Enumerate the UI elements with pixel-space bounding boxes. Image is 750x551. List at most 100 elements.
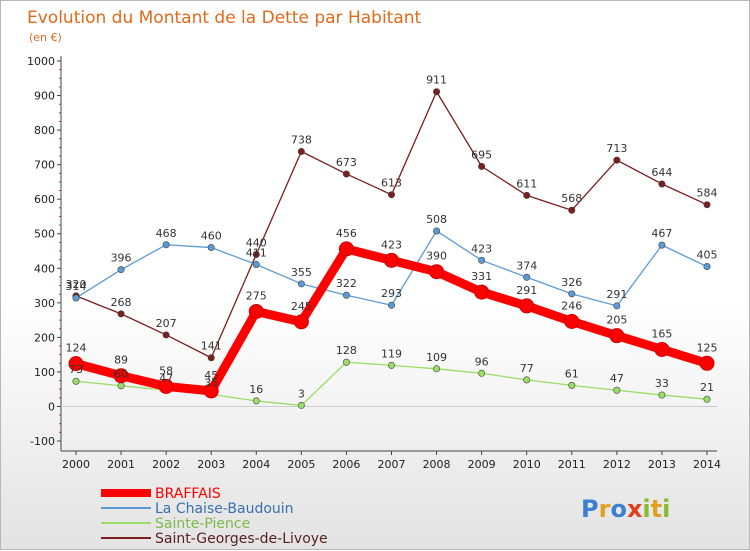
series-point-2 <box>117 382 125 390</box>
series-point-3 <box>387 191 395 199</box>
data-label-3: 141 <box>201 340 222 353</box>
data-label-3: 611 <box>516 177 537 190</box>
series-point-0 <box>474 284 490 300</box>
data-label-0: 125 <box>697 341 718 354</box>
series-point-0 <box>519 298 535 314</box>
data-label-2: 109 <box>426 351 447 364</box>
data-label-2: 33 <box>655 377 669 390</box>
series-point-2 <box>252 397 260 405</box>
data-label-1: 355 <box>291 266 312 279</box>
data-label-0: 245 <box>291 300 312 313</box>
series-point-3 <box>568 206 576 214</box>
data-label-0: 390 <box>426 250 447 263</box>
logo-letter: P <box>581 495 599 523</box>
axes: -100 0 100 200 300 400 500 600 700 800 900 1000 2000… <box>27 55 721 471</box>
legend-label-0: BRAFFAIS <box>155 486 221 502</box>
series-point-3 <box>252 250 260 258</box>
y-tick-label: 100 <box>34 366 55 379</box>
data-label-0: 423 <box>381 238 402 251</box>
data-label-2: 60 <box>114 368 128 381</box>
data-label-3: 911 <box>426 74 447 87</box>
y-tick-label: 900 <box>34 90 55 103</box>
series-point-1 <box>252 260 260 268</box>
series-point-3 <box>658 180 666 188</box>
data-label-1: 460 <box>201 230 222 243</box>
logo-letter: i <box>662 495 670 523</box>
data-label-0: 45 <box>204 369 218 382</box>
data-label-2: 96 <box>475 355 489 368</box>
chart-title: Evolution du Montant de la Dette par Hab… <box>27 8 422 28</box>
series-point-1 <box>117 266 125 274</box>
y-tick-label: 800 <box>34 124 55 137</box>
data-label-2: 35 <box>204 376 218 389</box>
logo-letter: x <box>627 495 643 523</box>
y-tick-label: 600 <box>34 193 55 206</box>
series-point-0 <box>564 313 580 329</box>
series-point-1 <box>297 280 305 288</box>
legend-swatch-3 <box>101 537 151 539</box>
series-point-1 <box>433 227 441 235</box>
data-label-2: 73 <box>69 363 83 376</box>
data-label-3: 673 <box>336 156 357 169</box>
legend-label-1: La Chaise-Baudouin <box>155 501 294 517</box>
data-label-1: 322 <box>336 277 357 290</box>
logo-letter: t <box>651 495 662 523</box>
x-tick-label: 2000 <box>62 458 90 471</box>
data-label-0: 165 <box>651 327 672 340</box>
data-label-2: 61 <box>565 367 579 380</box>
data-label-1: 468 <box>156 227 177 240</box>
logo-letter: i <box>642 495 650 523</box>
series-point-0 <box>429 264 445 280</box>
series-point-1 <box>568 290 576 298</box>
data-label-3: 713 <box>606 142 627 155</box>
series-point-0 <box>293 314 309 330</box>
series-point-2 <box>613 386 621 394</box>
data-label-2: 16 <box>249 383 263 396</box>
x-tick-label: 2004 <box>242 458 270 471</box>
series-points <box>68 88 715 409</box>
series-point-3 <box>523 191 531 199</box>
series-point-0 <box>654 341 670 357</box>
data-label-0: 205 <box>606 314 627 327</box>
series-point-2 <box>297 401 305 409</box>
series-point-3 <box>162 331 170 339</box>
series-point-2 <box>478 369 486 377</box>
data-label-0: 331 <box>471 270 492 283</box>
data-label-2: 47 <box>159 372 173 385</box>
series-point-0 <box>203 383 219 399</box>
y-tick-label: -100 <box>30 435 55 448</box>
data-label-1: 423 <box>471 242 492 255</box>
data-label-3: 320 <box>66 278 87 291</box>
y-tick-label: 300 <box>34 297 55 310</box>
x-tick-label: 2007 <box>378 458 406 471</box>
data-label-2: 47 <box>610 372 624 385</box>
series-point-1 <box>207 244 215 252</box>
data-label-0: 89 <box>114 354 128 367</box>
series-point-1 <box>523 273 531 281</box>
legend-swatch-0 <box>101 489 151 497</box>
data-label-1: 467 <box>651 227 672 240</box>
series-point-2 <box>658 391 666 399</box>
series-point-2 <box>568 381 576 389</box>
series-point-2 <box>72 377 80 385</box>
series-point-1 <box>658 241 666 249</box>
x-tick-label: 2009 <box>468 458 496 471</box>
x-tick-label: 2011 <box>558 458 586 471</box>
x-tick-label: 2010 <box>513 458 541 471</box>
chart-subtitle: (en €) <box>29 31 62 44</box>
data-label-1: 508 <box>426 213 447 226</box>
data-label-2: 77 <box>520 362 534 375</box>
series-point-0 <box>113 368 129 384</box>
data-label-3: 268 <box>111 296 132 309</box>
series-point-0 <box>699 355 715 371</box>
x-tick-label: 2014 <box>693 458 721 471</box>
x-tick-label: 2008 <box>423 458 451 471</box>
data-label-3: 440 <box>246 236 267 249</box>
series-point-0 <box>158 378 174 394</box>
y-tick-label: 500 <box>34 228 55 241</box>
series-point-1 <box>703 263 711 271</box>
data-label-3: 644 <box>651 166 672 179</box>
